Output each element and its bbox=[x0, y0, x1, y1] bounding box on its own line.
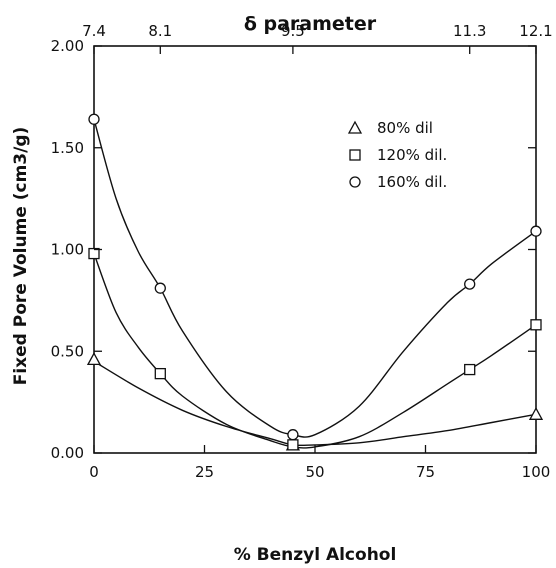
top-tick-label: 11.3 bbox=[453, 22, 486, 40]
data-point bbox=[530, 319, 542, 331]
x-axis-label: % Benzyl Alcohol bbox=[234, 545, 397, 565]
data-point bbox=[287, 429, 299, 441]
top-tick-label: 12.1 bbox=[519, 22, 552, 40]
y-tick-label: 1.00 bbox=[51, 241, 84, 259]
legend-label: 80% dil bbox=[377, 119, 433, 137]
legend-marker bbox=[347, 120, 363, 134]
data-point bbox=[530, 225, 542, 237]
legend-marker bbox=[349, 149, 361, 161]
data-point bbox=[464, 363, 476, 376]
legend-label: 160% dil. bbox=[377, 173, 447, 191]
top-axis-label: δ parameter bbox=[244, 13, 377, 35]
ticks: 0 25 50 75 100 0.00 0.50 1.00 1.50 2.007.4 8.1 9.5 1… bbox=[51, 22, 553, 481]
y-tick-label: 1.50 bbox=[51, 139, 84, 157]
data-point bbox=[154, 282, 166, 294]
legend-marker bbox=[349, 176, 361, 188]
top-tick-label: 7.4 bbox=[82, 22, 106, 40]
series-curve bbox=[93, 360, 537, 447]
legend-label: 120% dil. bbox=[377, 146, 447, 164]
data-point bbox=[464, 278, 476, 290]
legend: 80% dil 120% dil. 160% dil. bbox=[347, 119, 447, 191]
data-point bbox=[154, 367, 166, 380]
x-tick-label: 0 bbox=[89, 463, 99, 481]
x-tick-label: 50 bbox=[305, 463, 324, 481]
y-axis-label: Fixed Pore Volume (cm3/g) bbox=[11, 127, 31, 386]
data-point bbox=[528, 406, 544, 420]
x-tick-label: 75 bbox=[416, 463, 435, 481]
x-tick-label: 100 bbox=[522, 463, 551, 481]
y-tick-label: 0.00 bbox=[51, 444, 84, 462]
axes bbox=[93, 45, 537, 454]
data-point bbox=[88, 247, 100, 260]
plot-frame bbox=[93, 45, 537, 454]
top-tick-label: 8.1 bbox=[148, 22, 172, 40]
top-tick-label: 9.5 bbox=[281, 22, 305, 40]
data-point bbox=[88, 113, 100, 125]
series-curve bbox=[93, 119, 537, 438]
y-tick-label: 0.50 bbox=[51, 342, 84, 360]
y-tick-label: 2.00 bbox=[51, 37, 84, 55]
data-point bbox=[86, 352, 102, 366]
data-point bbox=[287, 439, 299, 451]
markers bbox=[86, 113, 544, 451]
x-tick-label: 25 bbox=[195, 463, 214, 481]
